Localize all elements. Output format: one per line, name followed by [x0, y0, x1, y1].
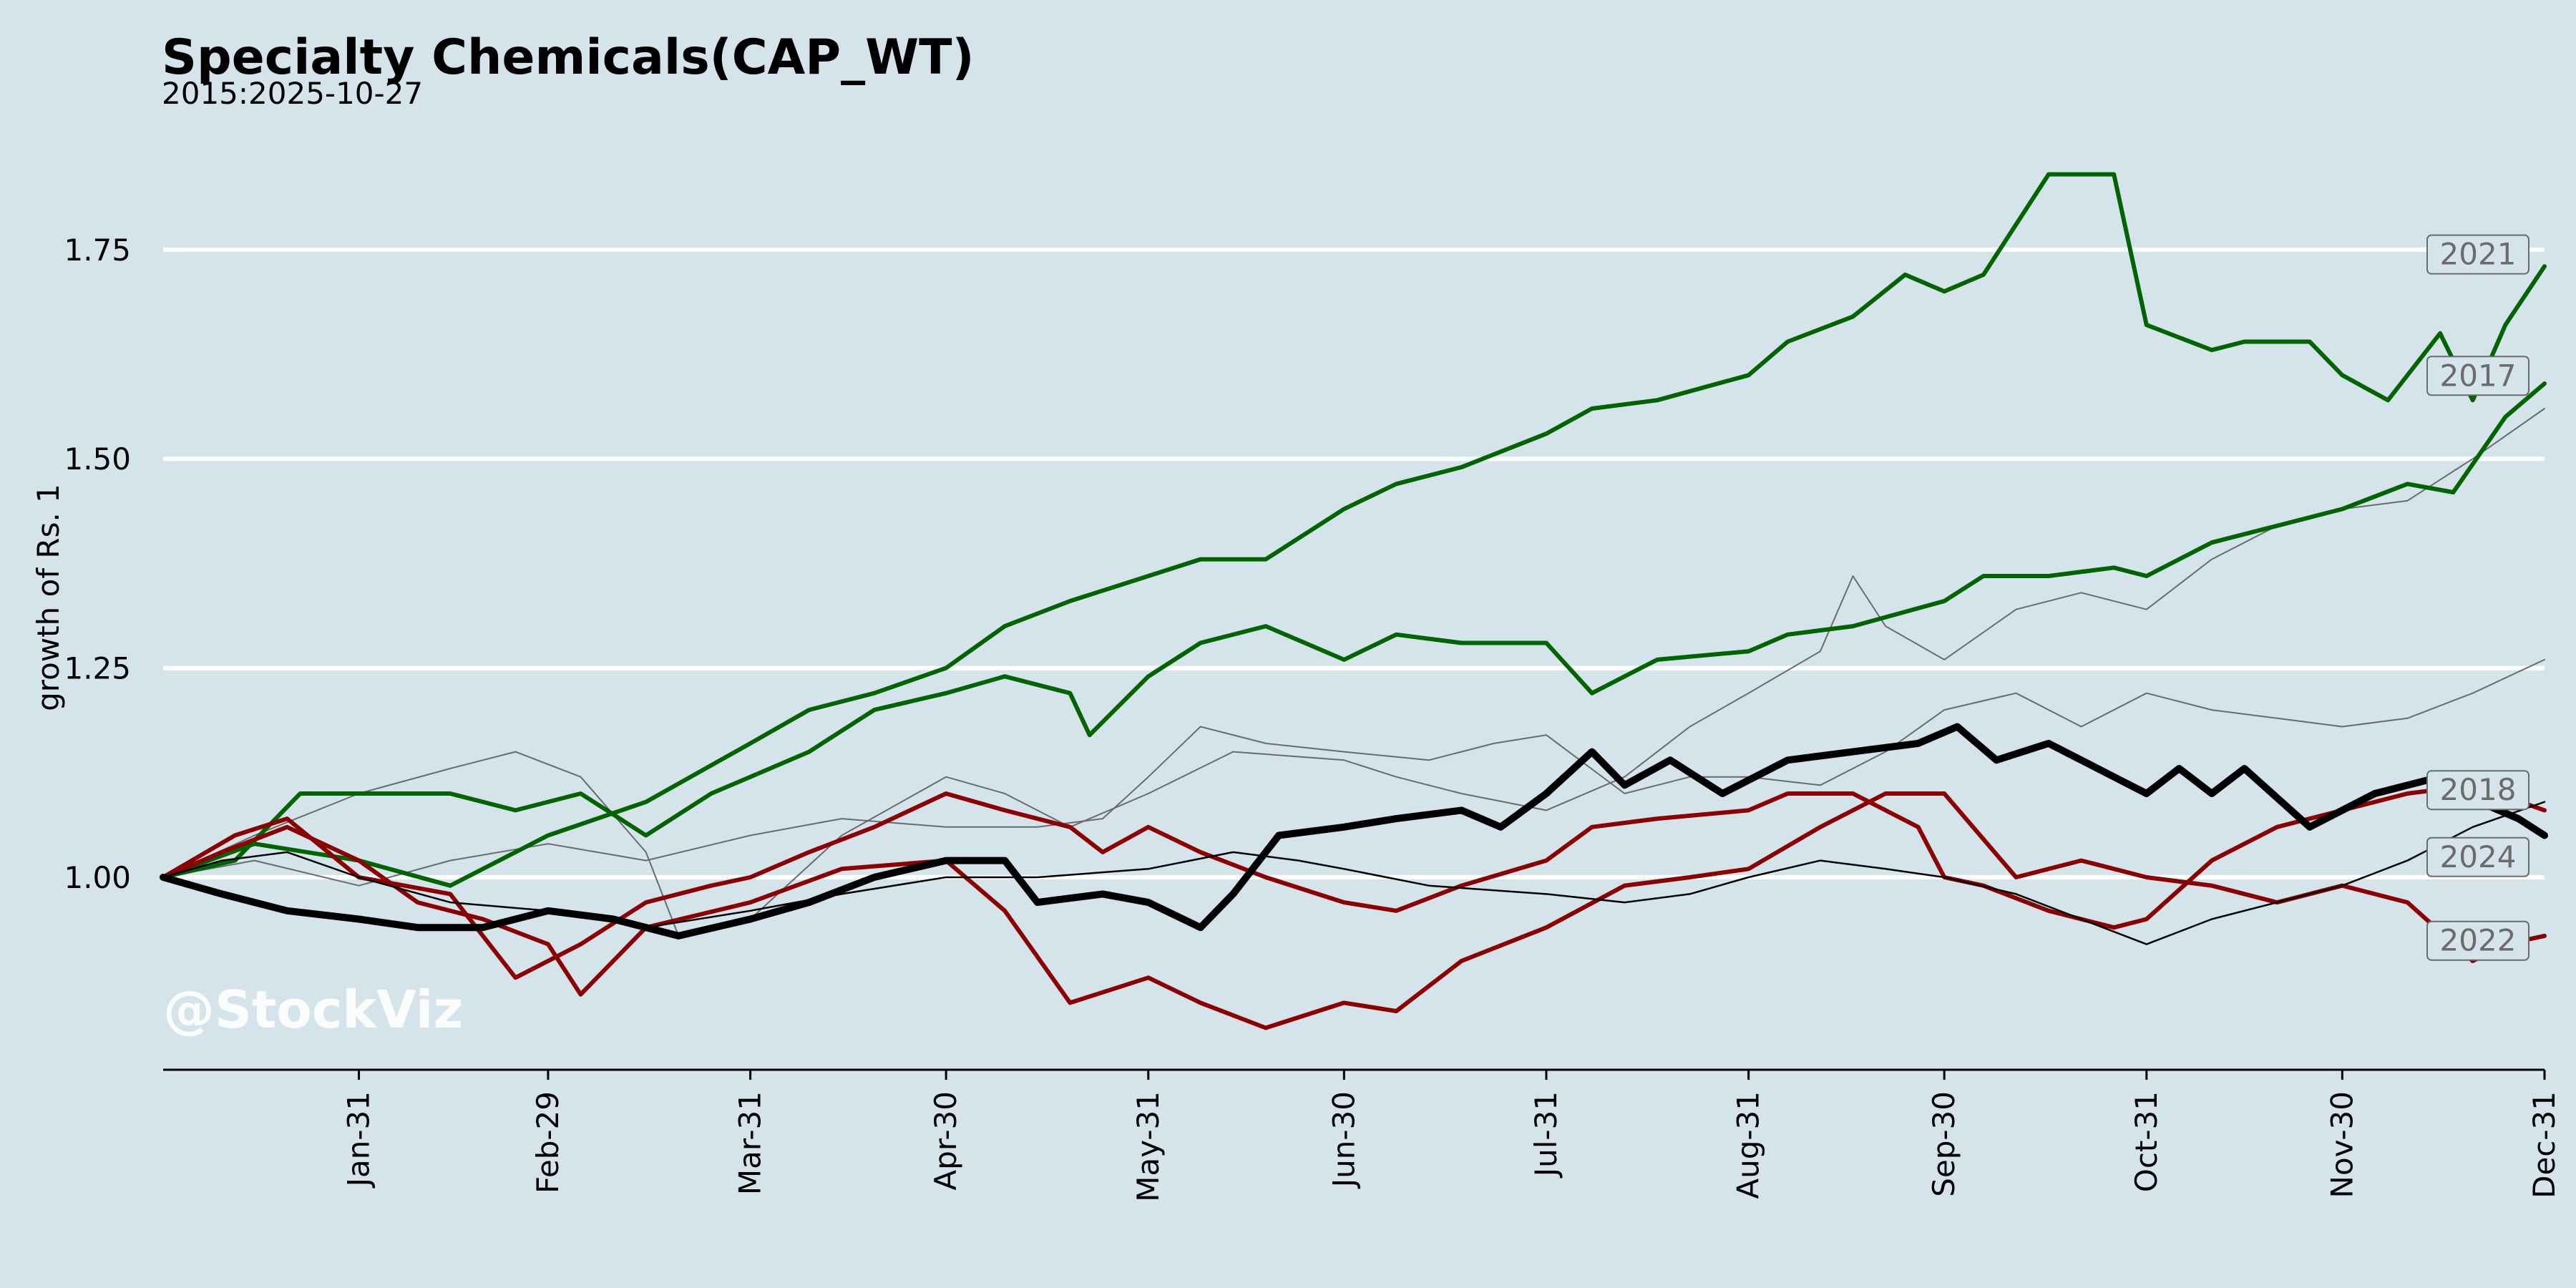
x-tick-label: Apr-30 — [928, 1091, 963, 1191]
y-axis: 1.00 1.25 1.50 1.75 — [64, 233, 131, 895]
series-line-2018 — [161, 783, 2547, 980]
year-label-box — [2426, 770, 2529, 811]
x-tick-label: Jun-30 — [1326, 1091, 1361, 1189]
y-axis-label: growth of Rs. 1 — [31, 484, 66, 711]
x-tick-label: Sep-30 — [1926, 1091, 1961, 1197]
y-tick-label: 1.50 — [64, 441, 131, 477]
y-tick-label: 1.00 — [64, 860, 131, 895]
x-tick-label: Jan-31 — [341, 1091, 376, 1189]
series-layer — [160, 172, 2548, 1030]
series-line — [162, 408, 2545, 937]
chart-title: Specialty Chemicals(CAP_WT) — [162, 29, 975, 86]
year-label: 2017 — [2440, 358, 2517, 393]
y-tick-label: 1.75 — [64, 233, 131, 268]
series-line — [162, 658, 2545, 887]
x-tick-label: Oct-31 — [2129, 1091, 2164, 1192]
watermark: @StockViz — [163, 980, 463, 1040]
year-label: 2021 — [2440, 237, 2517, 272]
x-tick-label: Aug-31 — [1731, 1091, 1766, 1199]
x-tick-label: Nov-30 — [2324, 1091, 2359, 1198]
y-tick-label: 1.25 — [64, 651, 131, 686]
year-labels: 2021 2017 2018 2024 2022 — [2426, 234, 2529, 961]
x-tick-label: Jul-31 — [1528, 1091, 1563, 1179]
x-tick-label: Dec-31 — [2527, 1091, 2562, 1199]
series-line-2022 — [161, 791, 2547, 1030]
year-label: 2022 — [2440, 923, 2517, 958]
year-label-box — [2426, 356, 2529, 396]
year-label-box — [2426, 836, 2529, 877]
series-line-2021 — [161, 172, 2547, 888]
series-line — [160, 723, 2548, 940]
x-axis: Jan-31 Feb-29 Mar-31 Apr-30 May-31 Jun-30 Jul-… — [163, 1068, 2562, 1202]
year-label: 2024 — [2440, 839, 2517, 874]
x-tick-label: May-31 — [1131, 1091, 1166, 1202]
series-line-2017 — [161, 381, 2547, 879]
year-label-box — [2426, 920, 2529, 961]
x-tick-label: Feb-29 — [530, 1091, 565, 1194]
chart-subtitle: 2015:2025-10-27 — [162, 76, 423, 111]
year-label: 2018 — [2440, 772, 2517, 807]
x-tick-label: Mar-31 — [733, 1091, 768, 1195]
year-label-box — [2426, 234, 2529, 275]
